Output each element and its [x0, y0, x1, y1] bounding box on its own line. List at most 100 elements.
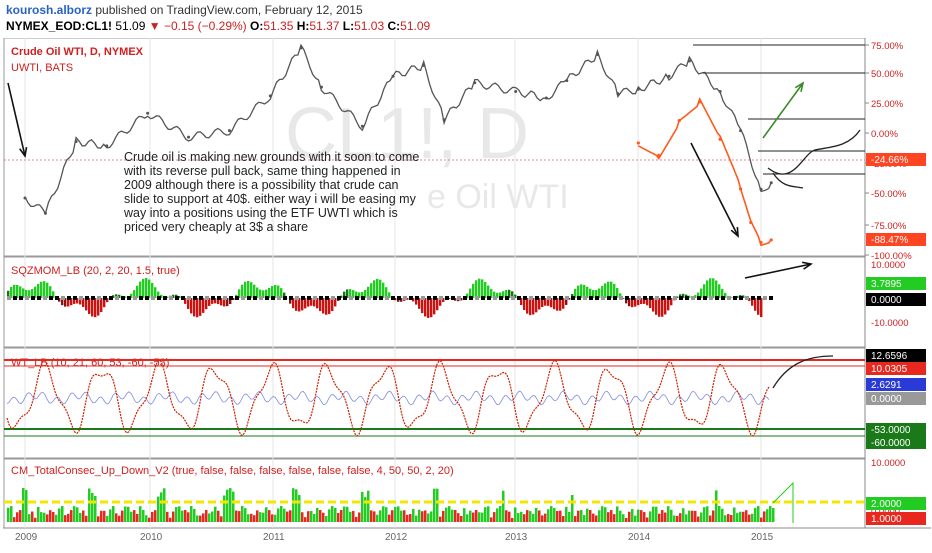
wt-pane-title: WT_LB (10, 21, 60, 53, -60, -53): [11, 357, 169, 369]
sqz-dot: [259, 296, 263, 300]
close-label: C:: [387, 19, 400, 33]
sqz-dot: [745, 296, 749, 300]
cm-bar: [10, 506, 13, 522]
cm-bar: [220, 516, 223, 522]
cm-bar: [58, 508, 61, 522]
cm-bar: [226, 490, 229, 522]
cm-bar: [340, 510, 343, 522]
cm-bar: [154, 510, 157, 522]
cm-bar: [16, 512, 19, 522]
sqz-dot: [397, 296, 401, 300]
cm-bar: [403, 510, 406, 522]
sqz-bar: [190, 298, 192, 313]
cm-bar: [520, 512, 523, 522]
cm-bar: [34, 518, 37, 522]
sqz-dot: [175, 296, 179, 300]
sqz-bar: [706, 280, 708, 298]
sqz-dot: [373, 296, 377, 300]
sqz-dot: [667, 296, 671, 300]
sqz-dot: [691, 296, 695, 300]
cm-bar: [748, 515, 751, 522]
sqz-dot: [325, 296, 329, 300]
cm-bar: [601, 506, 604, 522]
cm-bar: [556, 511, 559, 522]
cm-bar: [376, 515, 379, 522]
cm-bar: [676, 516, 679, 522]
cm-bar: [97, 516, 100, 522]
cm-bar: [760, 518, 763, 522]
cm-bar: [433, 489, 436, 522]
cm-bar: [76, 507, 79, 522]
sqz-dot: [571, 296, 575, 300]
pct-axis-label: 25.00%: [871, 99, 904, 110]
high-value: 51.37: [309, 19, 339, 33]
cm-bar: [259, 512, 262, 522]
cm-bar: [727, 514, 730, 522]
symbol-name[interactable]: NYMEX_EOD:CL1!: [6, 19, 112, 33]
sqz-dot: [217, 296, 221, 300]
cm-bar: [613, 514, 616, 522]
sqz-dot: [457, 296, 461, 300]
cm-bar: [73, 506, 76, 522]
sqz-dot: [19, 296, 23, 300]
cm-bar: [535, 508, 538, 522]
cm-bar: [610, 510, 613, 522]
price-point: [361, 125, 364, 128]
cm-bar: [472, 513, 475, 522]
sqz-dot: [595, 296, 599, 300]
cm-bar: [7, 508, 10, 522]
cm-bar: [538, 510, 541, 522]
cm-bar: [526, 510, 529, 522]
sqz-dot: [451, 296, 455, 300]
sqz-dot: [331, 296, 335, 300]
sqz-dot: [49, 296, 53, 300]
sqz-dot: [439, 296, 443, 300]
cm-bar: [709, 516, 712, 522]
sqz-dot: [91, 296, 95, 300]
sqz-axis-label: -10.0000: [871, 318, 909, 329]
price-point: [637, 88, 640, 91]
sqz-bar: [94, 298, 96, 317]
cm-bar: [391, 510, 394, 522]
cm-bar: [304, 517, 307, 522]
cm-bar: [13, 517, 16, 522]
sqz-dot: [337, 296, 341, 300]
cm-bar: [241, 506, 244, 522]
cm-bar: [115, 513, 118, 522]
cm-bar: [607, 512, 610, 522]
cm-bar: [724, 515, 727, 522]
cm-bar: [622, 514, 625, 522]
sqz-bar: [532, 298, 534, 315]
sqz-dot: [67, 296, 71, 300]
sqz-dot: [13, 296, 17, 300]
cm-bar: [274, 515, 277, 522]
cm-bar: [91, 493, 94, 522]
uwti-point: [739, 187, 742, 190]
cm-bar: [136, 514, 139, 522]
pct-axis-label: 50.00%: [871, 69, 904, 80]
cm-bar: [763, 511, 766, 522]
cm-bar: [295, 489, 298, 522]
cm-bar: [235, 511, 238, 522]
pct-axis-label: 0.00%: [871, 129, 898, 140]
cm-bar: [118, 516, 121, 522]
uwti-point: [759, 241, 762, 244]
cm-bar: [730, 515, 733, 522]
cm-bar: [82, 511, 85, 522]
sqz-bar: [424, 298, 426, 316]
sqz-dot: [139, 296, 143, 300]
cm-bar: [550, 506, 553, 522]
cm-bar: [625, 518, 628, 522]
price-point: [146, 112, 149, 115]
cm-bar: [592, 514, 595, 522]
cm-bar: [379, 510, 382, 522]
cm-bar: [661, 510, 664, 522]
sqz-dot: [601, 296, 605, 300]
sqz-dot: [61, 296, 65, 300]
author-link[interactable]: kourosh.alborz: [6, 3, 92, 17]
sqz-dot: [433, 296, 437, 300]
cm-bar: [679, 513, 682, 522]
sqz-dot: [589, 296, 593, 300]
